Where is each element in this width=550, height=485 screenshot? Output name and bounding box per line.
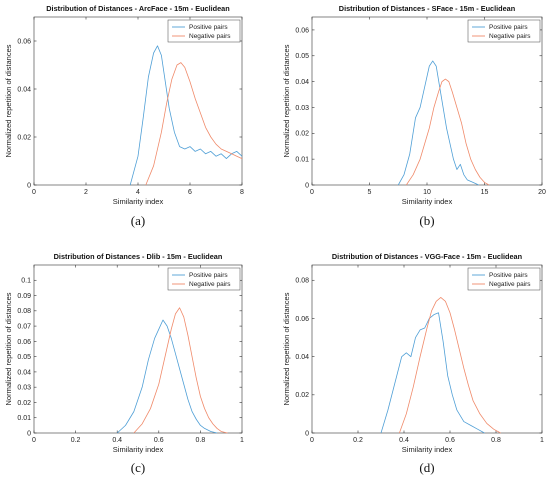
y-axis-label: Normalized repetition of distances — [282, 292, 291, 405]
x-tick-label: 0 — [32, 189, 36, 196]
chart-panel-4: Distribution of Distances - VGG-Face - 1… — [282, 252, 544, 475]
y-tick-label: 0.06 — [17, 38, 31, 45]
plot-frame — [311, 264, 543, 434]
x-tick-label: 0 — [32, 437, 36, 444]
y-tick-label: 0.01 — [17, 415, 31, 422]
y-tick-label: 0.06 — [295, 316, 309, 323]
x-tick-label: 0.6 — [154, 437, 164, 444]
legend: Positive pairs Negative pairs — [467, 19, 541, 43]
x-tick-label: 15 — [481, 189, 489, 196]
panel-caption: (b) — [419, 213, 434, 228]
chart-panel-2: Distribution of Distances - SFace - 15m … — [282, 4, 546, 228]
y-tick-label: 0.04 — [17, 86, 31, 93]
y-tick-label: 0.1 — [21, 278, 31, 285]
y-tick-label: 0 — [305, 430, 309, 437]
x-tick-label: 0 — [310, 189, 314, 196]
y-tick-label: 0.04 — [17, 369, 31, 376]
x-tick-label: 0.8 — [196, 437, 206, 444]
y-tick-label: 0.04 — [295, 354, 309, 361]
x-tick-label: 0.4 — [399, 437, 409, 444]
x-tick-label: 1 — [240, 437, 244, 444]
legend-entry: Negative pairs — [489, 281, 531, 288]
y-tick-label: 0.08 — [295, 278, 309, 285]
legend: Positive pairs Negative pairs — [167, 267, 241, 291]
x-axis-label: Similarity index — [402, 445, 453, 454]
panel-caption: (d) — [419, 460, 434, 475]
series-line-negative — [145, 62, 243, 186]
y-tick-label: 0.02 — [295, 131, 309, 138]
x-tick-label: 8 — [240, 189, 244, 196]
plot-frame — [33, 264, 243, 434]
legend-entry: Negative pairs — [489, 33, 531, 40]
legend-box — [167, 19, 241, 43]
x-tick-label: 10 — [423, 189, 431, 196]
legend-entry: Positive pairs — [189, 272, 228, 279]
chart-title: Distribution of Distances - ArcFace - 15… — [46, 4, 229, 13]
series-line-positive — [129, 45, 243, 186]
x-axis-label: Similarity index — [402, 197, 453, 206]
y-tick-label: 0.03 — [295, 105, 309, 112]
x-tick-label: 20 — [538, 189, 546, 196]
series-line-negative — [133, 307, 228, 434]
series-line-positive — [397, 60, 479, 186]
legend-box — [167, 267, 241, 291]
y-tick-label: 0.09 — [17, 293, 31, 300]
legend: Positive pairs Negative pairs — [467, 267, 541, 291]
panel-caption: (c) — [131, 460, 145, 475]
chart-title: Distribution of Distances - VGG-Face - 1… — [332, 252, 522, 261]
series-line-positive — [380, 312, 485, 434]
legend: Positive pairs Negative pairs — [167, 19, 241, 43]
y-tick-label: 0 — [27, 430, 31, 437]
x-tick-label: 5 — [368, 189, 372, 196]
x-axis-label: Similarity index — [113, 197, 164, 206]
y-axis-label: Normalized repetition of distances — [4, 292, 13, 405]
legend-entry: Positive pairs — [489, 24, 528, 31]
chart-panel-3: Distribution of Distances - Dlib - 15m -… — [4, 252, 244, 475]
y-axis-label: Normalized repetition of distances — [4, 44, 13, 157]
panel-caption: (a) — [131, 213, 145, 228]
chart-title: Distribution of Distances - SFace - 15m … — [339, 4, 515, 13]
x-tick-label: 0.4 — [112, 437, 122, 444]
x-axis-label: Similarity index — [113, 445, 164, 454]
y-tick-label: 0.05 — [295, 53, 309, 60]
legend-entry: Negative pairs — [189, 33, 231, 40]
y-tick-label: 0 — [305, 182, 309, 189]
y-tick-label: 0.02 — [17, 134, 31, 141]
chart-title: Distribution of Distances - Dlib - 15m -… — [54, 252, 223, 261]
y-tick-label: 0 — [27, 182, 31, 189]
legend-entry: Positive pairs — [489, 272, 528, 279]
y-tick-label: 0.02 — [295, 392, 309, 399]
x-tick-label: 1 — [540, 437, 544, 444]
x-tick-label: 0.2 — [71, 437, 81, 444]
y-tick-label: 0.06 — [17, 339, 31, 346]
legend-entry: Negative pairs — [189, 281, 231, 288]
series-line-negative — [399, 297, 501, 434]
legend-box — [467, 267, 541, 291]
x-tick-label: 0 — [310, 437, 314, 444]
x-tick-label: 0.6 — [445, 437, 455, 444]
x-tick-label: 0.2 — [353, 437, 363, 444]
y-tick-label: 0.05 — [17, 354, 31, 361]
y-tick-label: 0.06 — [295, 27, 309, 34]
legend-box — [467, 19, 541, 43]
y-tick-label: 0.02 — [17, 400, 31, 407]
chart-panel-1: Distribution of Distances - ArcFace - 15… — [4, 4, 244, 228]
y-axis-label: Normalized repetition of distances — [282, 44, 291, 157]
series-line-positive — [116, 319, 218, 434]
y-tick-label: 0.07 — [17, 323, 31, 330]
x-tick-label: 6 — [188, 189, 192, 196]
y-tick-label: 0.08 — [17, 308, 31, 315]
series-line-negative — [405, 78, 490, 186]
x-tick-label: 2 — [84, 189, 88, 196]
x-tick-label: 0.8 — [491, 437, 501, 444]
legend-entry: Positive pairs — [189, 24, 228, 31]
x-tick-label: 4 — [136, 189, 140, 196]
y-tick-label: 0.04 — [295, 79, 309, 86]
y-tick-label: 0.01 — [295, 157, 309, 164]
y-tick-label: 0.03 — [17, 385, 31, 392]
